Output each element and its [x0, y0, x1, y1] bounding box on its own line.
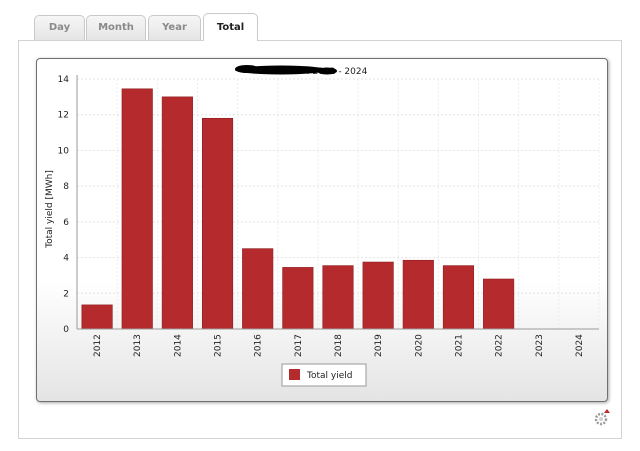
- legend-box: [281, 363, 367, 387]
- bar-2018: [322, 265, 354, 330]
- caret-up-icon: [604, 409, 610, 413]
- tab-bar: Day Month Year Total: [0, 0, 640, 42]
- bar-2020: [402, 259, 434, 330]
- y-tick-label: 6: [63, 218, 69, 228]
- x-tick-label: 2015: [214, 334, 224, 357]
- bar-2013: [121, 88, 153, 330]
- x-tick-label: 2022: [495, 334, 505, 357]
- x-tick-label: 2024: [575, 334, 585, 357]
- tab-day[interactable]: Day: [34, 15, 85, 41]
- x-tick-label: 2019: [374, 334, 384, 357]
- chart-container: : 2012 - 2024 Total yield [MWh] 0 2 4 6 8 10 1…: [36, 58, 608, 402]
- y-axis-label: Total yield [MWh]: [45, 170, 55, 249]
- legend-label: Total yield: [306, 371, 352, 381]
- redaction-mark: [235, 65, 337, 75]
- legend-swatch: [289, 369, 300, 380]
- y-tick-label: 14: [58, 75, 70, 85]
- bar-2022: [483, 278, 515, 330]
- x-tick-label: 2018: [334, 334, 344, 357]
- x-tick-label: 2017: [294, 334, 304, 357]
- tab-month[interactable]: Month: [86, 15, 146, 41]
- x-tick-label: 2021: [454, 334, 464, 357]
- x-tick-label: 2023: [535, 334, 545, 357]
- y-tick-label: 10: [58, 146, 70, 156]
- settings-button[interactable]: [593, 407, 613, 427]
- bar-2012: [81, 304, 113, 330]
- bars: [81, 88, 515, 330]
- y-tick-label: 12: [58, 111, 69, 121]
- legend: Total yield: [281, 363, 367, 387]
- x-tick-label: 2012: [93, 334, 103, 357]
- y-tick-label: 4: [63, 254, 69, 264]
- gear-icon: [594, 409, 610, 426]
- x-tick-labels: 2012 2013 2014 2015 2016 2017 2018 2019 2020 2021…: [93, 334, 585, 357]
- y-tick-label: 8: [63, 182, 69, 192]
- y-tick-labels: 0 2 4 6 8 10 12 14: [58, 75, 70, 335]
- x-tick-label: 2016: [254, 334, 264, 357]
- bar-2019: [362, 261, 394, 330]
- bar-chart: : 2012 - 2024 Total yield [MWh] 0 2 4 6 8 10 1…: [45, 65, 600, 387]
- bar-2021: [442, 265, 475, 330]
- x-tick-label: 2020: [414, 334, 424, 357]
- tab-total[interactable]: Total: [203, 13, 258, 41]
- x-tick-label: 2014: [173, 334, 183, 357]
- bar-2016: [242, 248, 274, 330]
- y-tick-label: 2: [63, 289, 69, 299]
- chart-title: : 2012 - 2024: [307, 67, 368, 77]
- tab-year[interactable]: Year: [148, 15, 201, 41]
- bar-2015: [201, 117, 234, 330]
- y-tick-label: 0: [63, 325, 69, 335]
- bar-2014: [161, 96, 193, 330]
- bar-2017: [282, 267, 314, 330]
- x-tick-label: 2013: [133, 334, 143, 357]
